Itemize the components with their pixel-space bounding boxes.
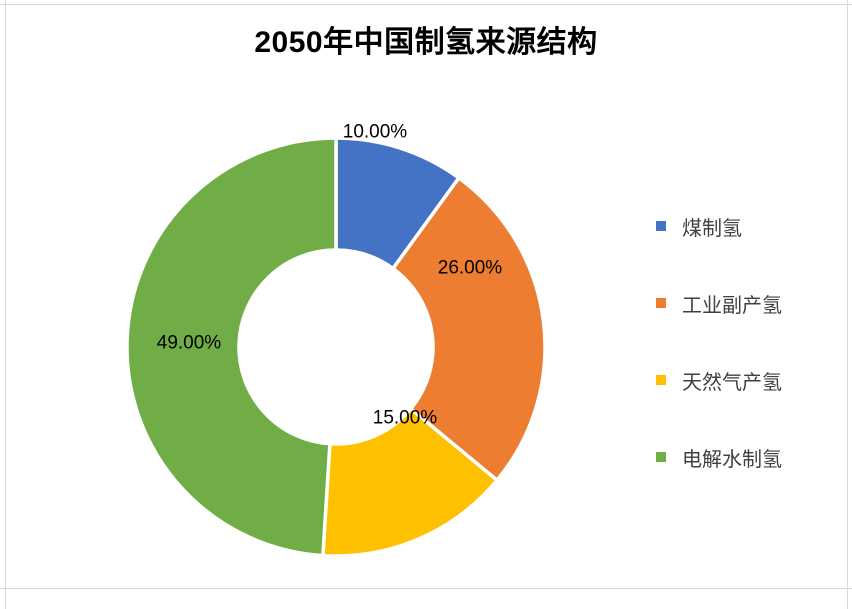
legend-item-water-electrolysis-hydrogen[interactable]: 电解水制氢 [656, 443, 782, 471]
frame-line-right [847, 0, 848, 609]
donut-slice-water-electrolysis-hydrogen[interactable] [125, 136, 338, 558]
data-label-natural-gas-hydrogen: 15.00% [373, 408, 438, 429]
data-label-industrial-byproduct-hydrogen: 26.00% [438, 258, 503, 279]
chart-title: 2050年中国制氢来源结构 [254, 26, 598, 59]
frame-line-top [0, 4, 852, 5]
legend-label-water-electrolysis-hydrogen: 电解水制氢 [682, 448, 782, 471]
legend-item-natural-gas-hydrogen[interactable]: 天然气产氢 [656, 366, 782, 394]
legend-marker-natural-gas-hydrogen [656, 375, 666, 385]
legend-marker-industrial-byproduct-hydrogen [656, 298, 666, 308]
legend-label-industrial-byproduct-hydrogen: 工业副产氢 [682, 294, 782, 317]
data-label-water-electrolysis-hydrogen: 49.00% [157, 333, 222, 354]
legend-label-natural-gas-hydrogen: 天然气产氢 [682, 371, 782, 394]
frame-line-bottom [0, 588, 852, 589]
frame-line-left [5, 0, 6, 609]
donut-slice-natural-gas-hydrogen[interactable] [321, 406, 500, 558]
legend-item-industrial-byproduct-hydrogen[interactable]: 工业副产氢 [656, 289, 782, 317]
legend-item-coal-hydrogen[interactable]: 煤制氢 [656, 212, 742, 240]
legend-marker-water-electrolysis-hydrogen [656, 452, 666, 462]
donut-slice-industrial-byproduct-hydrogen[interactable] [390, 175, 547, 483]
legend-label-coal-hydrogen: 煤制氢 [682, 217, 742, 240]
legend-marker-coal-hydrogen [656, 221, 666, 231]
data-label-coal-hydrogen: 10.00% [343, 122, 408, 143]
